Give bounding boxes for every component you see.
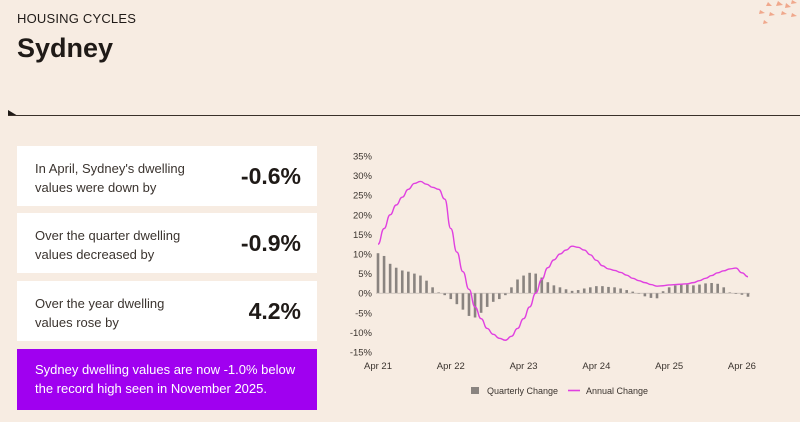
monthly-change-value: -0.6% — [241, 163, 301, 190]
quarterly-bar — [650, 293, 653, 298]
quarterly-change-label: Over the quarter dwelling values decreas… — [35, 226, 205, 264]
quarterly-bar — [480, 293, 483, 313]
y-tick-label: 25% — [353, 191, 373, 202]
quarterly-bar — [704, 283, 707, 293]
quarterly-bar — [747, 293, 750, 297]
quarterly-bar — [716, 284, 719, 293]
annual-change-line — [378, 181, 748, 340]
x-tick-label: Apr 25 — [655, 361, 683, 372]
quarterly-bar — [486, 293, 489, 307]
monthly-change-card: In April, Sydney's dwelling values were … — [17, 146, 317, 206]
quarterly-bar — [449, 293, 452, 299]
quarterly-bar — [619, 288, 622, 293]
quarterly-bar — [607, 287, 610, 293]
quarterly-bar — [692, 285, 695, 293]
record-high-banner: Sydney dwelling values are now -1.0% bel… — [17, 349, 317, 410]
quarterly-bar — [534, 274, 537, 294]
quarterly-bars — [377, 253, 750, 317]
quarterly-bar — [407, 272, 410, 294]
quarterly-bar — [613, 287, 616, 293]
y-axis: 35% 30% 25% 20% 15% 10% 5% 0% -5% -10% -15% — [350, 152, 373, 359]
quarterly-bar — [625, 290, 628, 293]
quarterly-bar — [425, 281, 428, 294]
x-tick-label: Apr 22 — [437, 361, 465, 372]
quarterly-bar — [656, 293, 659, 298]
quarterly-bar — [383, 256, 386, 293]
monthly-change-label: In April, Sydney's dwelling values were … — [35, 159, 205, 197]
y-tick-label: 0% — [358, 289, 372, 300]
quarterly-bar — [413, 274, 416, 294]
y-tick-label: -10% — [350, 328, 373, 339]
quarterly-bar — [553, 285, 556, 293]
y-tick-label: 20% — [353, 210, 373, 221]
quarterly-bar — [389, 264, 392, 293]
y-tick-label: 5% — [358, 269, 372, 280]
legend-swatch-quarterly — [471, 387, 479, 394]
quarterly-bar — [674, 285, 677, 293]
quarterly-bar — [577, 290, 580, 293]
y-tick-label: -15% — [350, 348, 373, 359]
quarterly-bar — [686, 285, 689, 294]
housing-cycle-chart: 35% 30% 25% 20% 15% 10% 5% 0% -5% -10% -15% Apr 21… — [330, 140, 800, 410]
quarterly-bar — [698, 285, 701, 294]
quarterly-bar — [468, 293, 471, 316]
quarterly-bar — [431, 287, 434, 293]
quarterly-bar — [589, 287, 592, 293]
quarterly-bar — [510, 287, 513, 293]
quarterly-bar — [498, 293, 501, 299]
section-eyebrow: HOUSING CYCLES — [17, 11, 136, 26]
x-tick-label: Apr 24 — [582, 361, 610, 372]
y-tick-label: 30% — [353, 171, 373, 182]
x-tick-label: Apr 26 — [728, 361, 756, 372]
header-divider — [8, 115, 800, 116]
x-tick-label: Apr 23 — [510, 361, 538, 372]
quarterly-change-value: -0.9% — [241, 230, 301, 257]
annual-change-card: Over the year dwelling values rose by 4.… — [17, 281, 317, 341]
quarterly-bar — [722, 287, 725, 293]
quarterly-bar — [462, 293, 465, 309]
y-tick-label: -5% — [355, 308, 372, 319]
quarterly-bar — [565, 289, 568, 293]
y-tick-label: 35% — [353, 152, 373, 163]
quarterly-bar — [492, 293, 495, 302]
quarterly-bar — [644, 293, 647, 296]
quarterly-change-card: Over the quarter dwelling values decreas… — [17, 213, 317, 273]
y-tick-label: 15% — [353, 230, 373, 241]
quarterly-bar — [522, 276, 525, 294]
legend-label-annual: Annual Change — [586, 386, 648, 396]
quarterly-bar — [601, 286, 604, 293]
quarterly-bar — [583, 288, 586, 293]
chart-legend: Quarterly Change Annual Change — [471, 386, 648, 396]
quarterly-bar — [710, 283, 713, 293]
decorative-shapes — [730, 0, 800, 30]
legend-label-quarterly: Quarterly Change — [487, 386, 558, 396]
quarterly-bar — [456, 293, 459, 304]
annual-change-label: Over the year dwelling values rose by — [35, 294, 205, 332]
y-tick-label: 10% — [353, 250, 373, 261]
quarterly-bar — [516, 279, 519, 293]
quarterly-bar — [547, 282, 550, 293]
quarterly-bar — [401, 270, 404, 293]
quarterly-bar — [419, 276, 422, 294]
x-axis: Apr 21 Apr 22 Apr 23 Apr 24 Apr 25 Apr 26 — [364, 361, 756, 372]
quarterly-bar — [395, 268, 398, 293]
page-title: Sydney — [17, 33, 113, 64]
quarterly-bar — [680, 285, 683, 294]
annual-change-value: 4.2% — [249, 298, 301, 325]
quarterly-bar — [559, 287, 562, 293]
quarterly-bar — [571, 291, 574, 293]
quarterly-bar — [377, 253, 380, 293]
x-tick-label: Apr 21 — [364, 361, 392, 372]
quarterly-bar — [668, 287, 671, 293]
quarterly-bar — [528, 273, 531, 293]
quarterly-bar — [595, 286, 598, 293]
